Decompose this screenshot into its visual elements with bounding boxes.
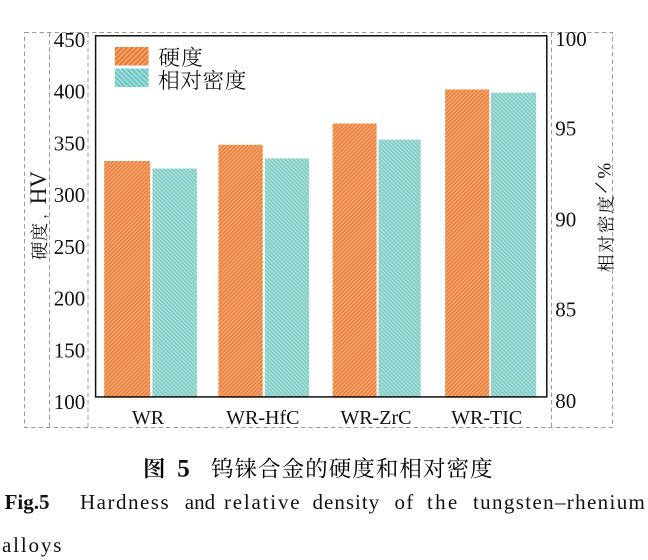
svg-text:relative: relative [224, 490, 301, 514]
svg-text:Hardness: Hardness [80, 490, 170, 514]
svg-text:HV: HV [26, 171, 51, 205]
svg-text:tungsten–rhenium: tungsten–rhenium [473, 490, 646, 514]
svg-text:250: 250 [54, 235, 86, 259]
svg-text:WR-TIC: WR-TIC [451, 407, 522, 429]
svg-text:100: 100 [555, 27, 587, 51]
svg-text:and: and [185, 490, 216, 514]
svg-text:300: 300 [54, 183, 86, 207]
svg-text:WR-HfC: WR-HfC [226, 407, 299, 429]
svg-text:100: 100 [54, 390, 86, 414]
svg-text:80: 80 [555, 389, 576, 413]
svg-text:95: 95 [555, 116, 576, 140]
svg-text:85: 85 [555, 298, 576, 322]
svg-text:the: the [427, 490, 460, 514]
svg-text:alloys: alloys [2, 533, 63, 557]
svg-text:of: of [395, 490, 415, 514]
svg-text:Fig.5: Fig.5 [5, 490, 50, 514]
svg-text:90: 90 [555, 208, 576, 232]
svg-text:400: 400 [54, 80, 86, 104]
svg-text:150: 150 [54, 338, 86, 362]
svg-text:5: 5 [177, 456, 190, 483]
svg-text:WR: WR [132, 407, 165, 429]
svg-text:density: density [313, 490, 381, 514]
svg-text:WR-ZrC: WR-ZrC [340, 407, 411, 429]
svg-text:%: % [594, 163, 615, 179]
svg-text:450: 450 [54, 28, 86, 52]
svg-text:200: 200 [54, 287, 86, 311]
svg-text:350: 350 [54, 131, 86, 155]
